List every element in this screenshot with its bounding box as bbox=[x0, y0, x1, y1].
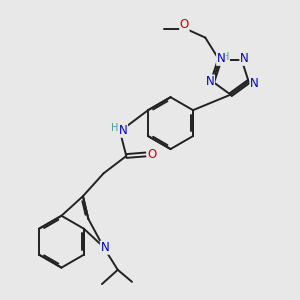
Text: N: N bbox=[206, 75, 214, 88]
Text: O: O bbox=[180, 18, 189, 32]
Text: N: N bbox=[250, 76, 259, 90]
Text: O: O bbox=[147, 148, 156, 161]
Text: N: N bbox=[240, 52, 249, 65]
Text: H: H bbox=[111, 123, 118, 133]
Text: H: H bbox=[222, 52, 230, 61]
Text: N: N bbox=[119, 124, 128, 137]
Text: N: N bbox=[217, 52, 225, 65]
Text: N: N bbox=[100, 241, 109, 254]
